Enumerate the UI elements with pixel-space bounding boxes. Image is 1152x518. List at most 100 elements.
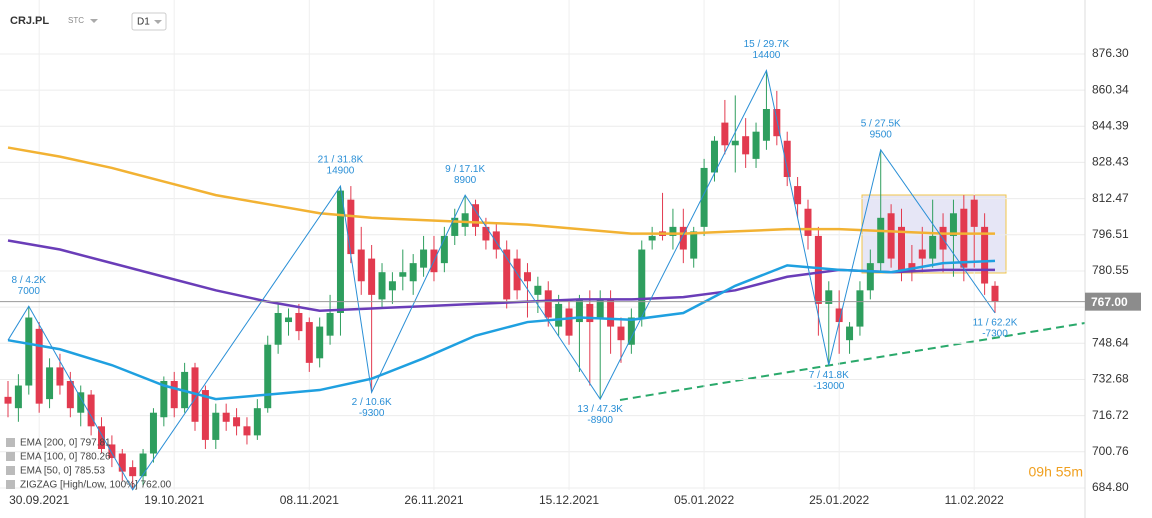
candle-body	[149, 412, 157, 454]
legend-icon	[6, 438, 15, 447]
zigzag-label: 14400	[753, 50, 781, 61]
candle-body	[378, 272, 386, 300]
candle-body	[575, 299, 583, 323]
candle-body	[201, 390, 209, 440]
zigzag-label: 7000	[18, 286, 41, 297]
candle-body	[326, 312, 334, 336]
candle-body	[679, 226, 687, 250]
candle-body	[25, 317, 33, 386]
y-tick-label: 700.76	[1092, 444, 1129, 458]
zigzag-label: -7300	[982, 329, 1008, 340]
candle-body	[596, 299, 604, 318]
candle-body	[523, 272, 531, 282]
candle-body	[451, 217, 459, 236]
candle-body	[627, 317, 635, 345]
y-tick-label: 716.72	[1092, 408, 1129, 422]
dropdown-arrow[interactable]	[154, 20, 162, 24]
legend-icon	[6, 480, 15, 489]
candle-body	[357, 249, 365, 282]
candle-body	[56, 367, 64, 386]
candle-body	[607, 299, 615, 327]
x-tick-label: 08.11.2021	[280, 493, 339, 507]
candle-body	[4, 396, 12, 404]
x-tick-label: 26.11.2021	[404, 493, 463, 507]
candle-body	[212, 412, 220, 440]
interval[interactable]: D1	[137, 17, 150, 28]
candle-body	[835, 308, 843, 323]
candle-body	[66, 380, 74, 409]
candle-body	[856, 290, 864, 327]
candle-body	[814, 235, 822, 304]
candle-body	[347, 199, 355, 255]
y-tick-label: 860.34	[1092, 82, 1129, 96]
y-tick-label: 732.68	[1092, 372, 1129, 386]
price-box	[1085, 292, 1141, 311]
candle-body	[461, 213, 469, 227]
candle-body	[118, 453, 126, 472]
trend-line	[619, 322, 1086, 401]
candle-body	[243, 426, 251, 436]
candle-body	[949, 213, 957, 236]
y-tick-label: 844.39	[1092, 118, 1129, 132]
zigzag-label: 2 / 10.6K	[352, 397, 392, 408]
zigzag-label: 9500	[870, 129, 893, 140]
y-tick-label: 780.55	[1092, 263, 1129, 277]
candle-body	[690, 231, 698, 259]
candle-body	[752, 131, 760, 159]
interval-box[interactable]	[131, 12, 167, 31]
ema-line	[7, 259, 996, 401]
candle-body	[274, 312, 282, 345]
candle-body	[825, 290, 833, 304]
timer: 09h 55m	[1029, 464, 1083, 480]
y-tick-label: 812.47	[1092, 191, 1129, 205]
legend-icon	[6, 452, 15, 461]
zigzag-label: 14900	[327, 166, 355, 177]
symbol[interactable]: CRJ.PL	[10, 15, 49, 27]
candle-body	[492, 231, 500, 250]
candle-body	[731, 140, 739, 146]
zigzag-label: -8900	[587, 415, 613, 426]
y-tick-label: 684.80	[1092, 480, 1129, 494]
x-tick-label: 30.09.2021	[9, 493, 69, 507]
candle-body	[929, 235, 937, 259]
candle-body	[139, 453, 147, 477]
candle-body	[295, 312, 303, 332]
candle-body	[129, 467, 137, 477]
zigzag-label: -13000	[813, 381, 845, 392]
zigzag-label: 15 / 29.7K	[744, 39, 790, 50]
zigzag-label: 21 / 31.8K	[318, 155, 364, 166]
zigzag-label: 7 / 41.8K	[809, 370, 849, 381]
candle-body	[222, 412, 230, 422]
x-tick-label: 15.12.2021	[539, 493, 599, 507]
candle-body	[783, 140, 791, 178]
legend-item: ZIGZAG [High/Low, 100%] 762.00	[20, 480, 172, 491]
candle-body	[981, 226, 989, 284]
candle-body	[440, 235, 448, 264]
candle-body	[887, 213, 895, 259]
candle-body	[866, 263, 874, 291]
candle-body	[316, 326, 324, 359]
candle-body	[305, 322, 313, 363]
dropdown-arrow[interactable]	[90, 19, 98, 23]
zigzag-label: 13 / 47.3K	[577, 404, 623, 415]
candle-body	[960, 208, 968, 268]
candle-body	[877, 217, 885, 264]
candle-body	[503, 249, 511, 300]
zigzag-line	[7, 68, 996, 491]
x-tick-label: 25.01.2022	[809, 493, 869, 507]
candle-body	[409, 263, 417, 282]
candle-body	[420, 249, 428, 268]
candle-body	[534, 285, 542, 295]
legend-icon	[6, 466, 15, 475]
candle-body	[721, 122, 729, 146]
candle-body	[388, 281, 396, 291]
y-tick-label: 828.43	[1092, 155, 1129, 169]
zigzag-label: -9300	[359, 408, 385, 419]
candle-body	[762, 109, 770, 141]
ema-line	[7, 239, 995, 312]
y-tick-label: 876.30	[1092, 46, 1129, 60]
candle-body	[233, 417, 241, 427]
legend-item: EMA [100, 0] 780.26	[20, 452, 111, 463]
